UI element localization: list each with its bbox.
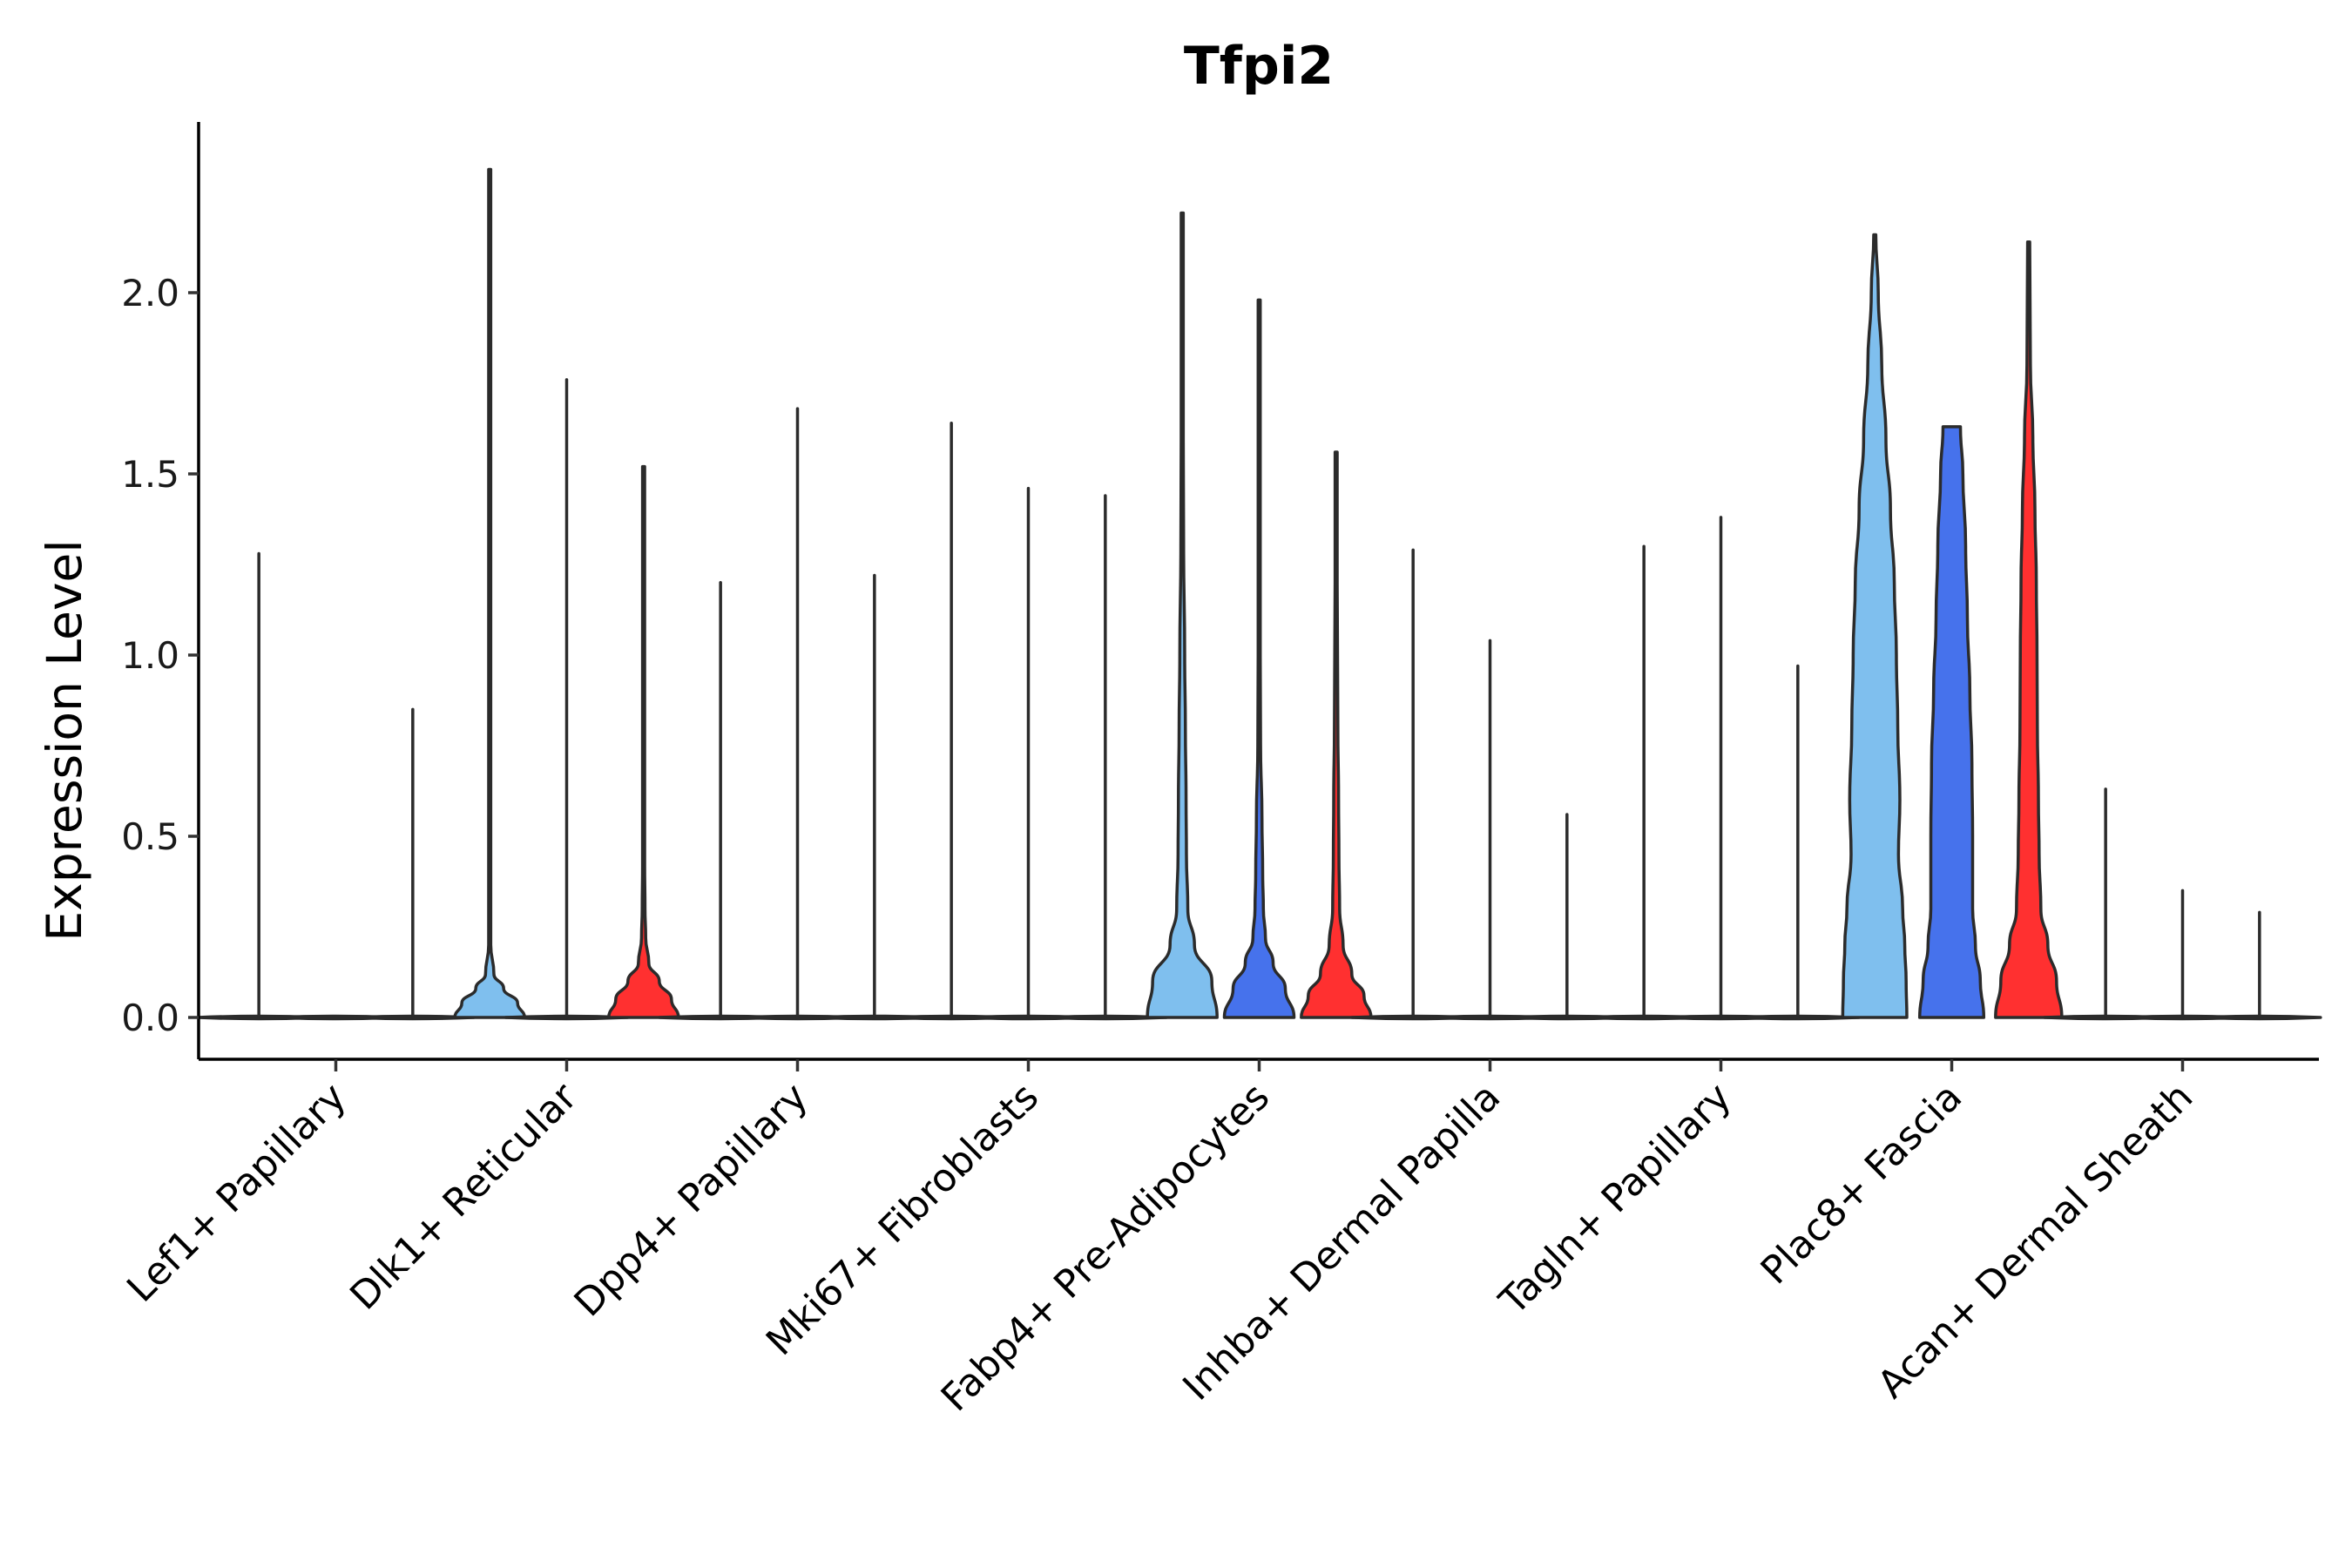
y-tick-label: 0.0 [121,997,179,1039]
violin-shape [607,464,680,1019]
violin-group [1146,211,1373,1019]
violin-shape [1300,450,1373,1019]
y-tick-label: 0.5 [121,815,179,858]
violin-group [1581,516,1861,1021]
chart-title: Tfpi2 [1184,36,1334,97]
violin-group [658,407,937,1021]
x-tick-label: Plac8+ Fascia [1753,1075,1971,1294]
x-tick-label: Dlk1+ Reticular [341,1074,586,1319]
y-axis-label: Expression Level [37,539,92,941]
violin-group [196,551,476,1021]
violin-group [453,167,680,1021]
violins-layer [196,167,2322,1021]
violin-group [889,422,1168,1021]
violin-shape [1841,233,1909,1019]
violin-shape [453,167,526,1019]
violin-shape [1222,298,1296,1019]
violin-shape [1917,425,1986,1019]
violin-group [2043,787,2322,1021]
violin-group [1350,548,1630,1021]
violin-shape [1146,211,1219,1019]
x-tick-label: Lef1+ Papillary [118,1075,355,1311]
x-tick-label: Dpp4+ Papillary [566,1075,817,1326]
violin-group [1841,233,2064,1019]
x-tick-label: Tagln+ Papillary [1490,1075,1740,1324]
violin-shape [1994,240,2064,1019]
y-tick-label: 2.0 [121,272,179,314]
y-tick-label: 1.0 [121,634,179,677]
y-tick-label: 1.5 [121,453,179,496]
